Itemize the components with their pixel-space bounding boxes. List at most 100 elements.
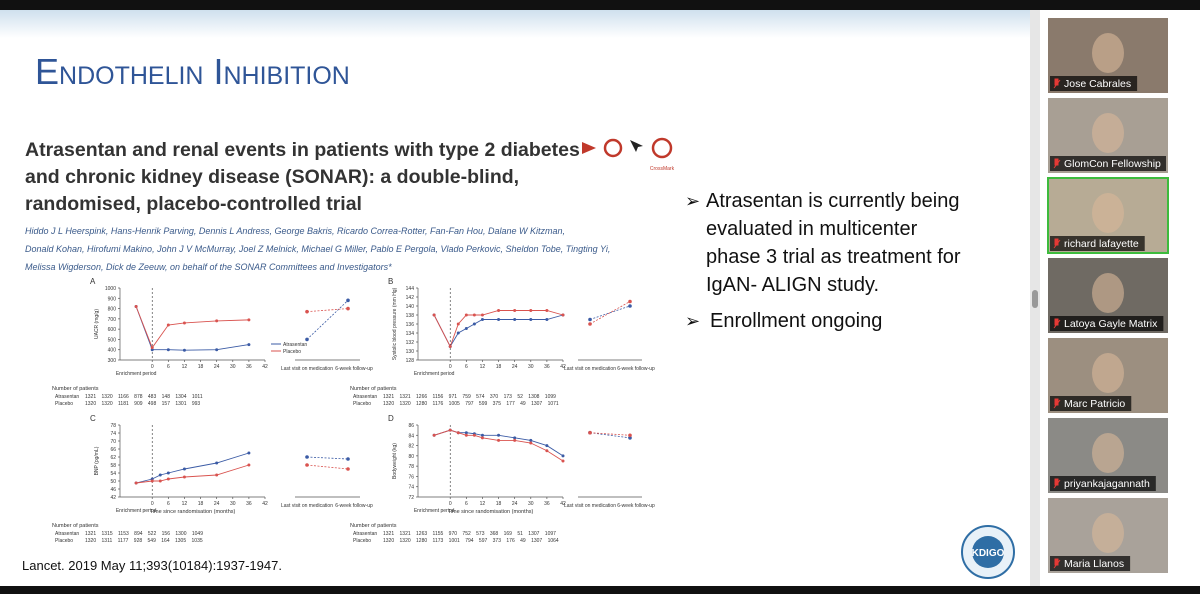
x-tick-label: 24: [214, 501, 220, 507]
y-tick-label: 74: [110, 431, 116, 437]
y-tick-label: 134: [406, 331, 415, 337]
patients-counts: 1321 1321 1266 1156 971 759 574 370 173 …: [383, 394, 556, 400]
x-tick-label: 30: [528, 501, 534, 507]
y-tick-label: 136: [406, 322, 415, 328]
x-tick-label: 24: [214, 364, 220, 370]
x-tick-label: 36: [544, 501, 550, 507]
x-tick-label: 12: [480, 364, 486, 370]
x-tick-label: 42: [262, 364, 268, 370]
end-point: [305, 463, 309, 467]
x-tick-label: 42: [560, 501, 566, 507]
patients-counts: 1321 1321 1263 1155 970 752 573 368 169 …: [383, 531, 556, 537]
y-tick-label: 76: [408, 474, 414, 480]
x-tick-label: 18: [496, 364, 502, 370]
x-tick-label: 0: [151, 364, 154, 370]
data-point: [158, 473, 162, 477]
end-point: [628, 433, 632, 438]
scroll-thumb[interactable]: [1032, 290, 1038, 308]
data-point: [166, 477, 170, 481]
data-point: [134, 305, 138, 309]
bullet-marker: ➢: [685, 311, 700, 331]
last-visit-label: Last visit on medication: [564, 366, 616, 372]
participant-silhouette: [1092, 513, 1124, 553]
x-tick-label: 30: [230, 364, 236, 370]
y-axis-label: Systolic blood pressure (mm Hg): [392, 287, 398, 360]
data-point: [497, 318, 501, 321]
x-tick-label: 24: [512, 501, 518, 507]
x-tick-label: 12: [182, 501, 188, 507]
data-point: [134, 481, 138, 485]
end-point: [305, 337, 309, 342]
data-point: [545, 444, 549, 448]
crossmark-icons: [582, 137, 673, 159]
end-point: [588, 322, 592, 326]
data-point: [456, 431, 460, 435]
patients-counts: 1320 1320 1280 1173 1001 794 597 373 176…: [383, 538, 559, 544]
patients-group: Placebo: [353, 538, 371, 544]
x-tick-label: 0: [449, 501, 452, 507]
y-tick-label: 50: [110, 479, 116, 485]
paper-authors: Hiddo J L Heerspink, Hans-Henrik Parving…: [25, 226, 565, 236]
bottom-bar: [0, 586, 1200, 594]
data-point: [464, 433, 468, 437]
y-tick-label: 600: [108, 327, 117, 333]
data-point: [464, 313, 468, 317]
x-tick-label: 24: [512, 364, 518, 370]
patients-counts: 1320 1320 1280 1176 1005 797 599 375 177…: [383, 401, 559, 407]
y-tick-label: 80: [408, 454, 414, 460]
data-point: [182, 467, 186, 471]
mic-muted-icon: [1053, 238, 1061, 249]
y-tick-label: 142: [406, 295, 415, 301]
data-point: [561, 454, 565, 458]
bullet-text: Atrasentan is currently being: [706, 190, 959, 212]
paper-title: Atrasentan and renal events in patients …: [25, 139, 580, 161]
follow-up-label: 6-week follow-up: [335, 503, 373, 509]
data-point: [215, 348, 219, 352]
data-point: [513, 436, 517, 440]
x-tick-label: 0: [449, 364, 452, 370]
y-tick-label: 1000: [105, 286, 116, 292]
end-point: [346, 457, 350, 461]
bullet-text: evaluated in multicenter: [706, 218, 918, 240]
data-point: [561, 313, 565, 317]
patients-group: Placebo: [55, 401, 73, 407]
x-tick-label: 6: [465, 364, 468, 370]
series-line: [135, 306, 249, 349]
y-tick-label: 78: [110, 423, 116, 429]
data-point: [529, 438, 533, 442]
end-point: [346, 298, 350, 303]
y-tick-label: 128: [406, 358, 415, 364]
x-tick-label: 12: [480, 501, 486, 507]
participant-name: Latoya Gayle Matrix: [1064, 318, 1158, 330]
data-point: [513, 318, 517, 321]
y-tick-label: 140: [406, 304, 415, 310]
logo-text: KDIGO: [972, 548, 1005, 559]
data-point: [247, 318, 251, 322]
data-point: [464, 327, 468, 330]
data-point: [464, 431, 468, 435]
end-point: [346, 467, 350, 471]
x-tick-label: 36: [544, 364, 550, 370]
patients-label: Number of patients: [52, 523, 99, 529]
y-tick-label: 46: [110, 487, 116, 493]
series-line: [135, 306, 249, 351]
data-point: [529, 309, 533, 312]
patients-counts: 1320 1311 1177 928 549 164 1305 1035: [85, 538, 203, 544]
data-point: [166, 323, 170, 327]
patients-label: Number of patients: [52, 386, 99, 392]
data-point: [432, 433, 436, 437]
paper-authors: Melissa Wigderson, Dick de Zeeuw, on beh…: [25, 262, 392, 272]
follow-up-label: 6-week follow-up: [617, 366, 655, 372]
mic-muted-icon: [1053, 318, 1061, 329]
data-point: [247, 463, 251, 467]
y-tick-label: 300: [108, 358, 117, 364]
end-point: [305, 455, 309, 459]
slide-header-band: [0, 10, 1030, 38]
y-tick-label: 800: [108, 307, 117, 313]
x-tick-label: 36: [246, 501, 252, 507]
data-point: [545, 318, 549, 321]
data-point: [545, 309, 549, 312]
bullet-text: phase 3 trial as treatment for: [706, 246, 961, 268]
last-visit-label: Last visit on medication: [564, 503, 616, 509]
